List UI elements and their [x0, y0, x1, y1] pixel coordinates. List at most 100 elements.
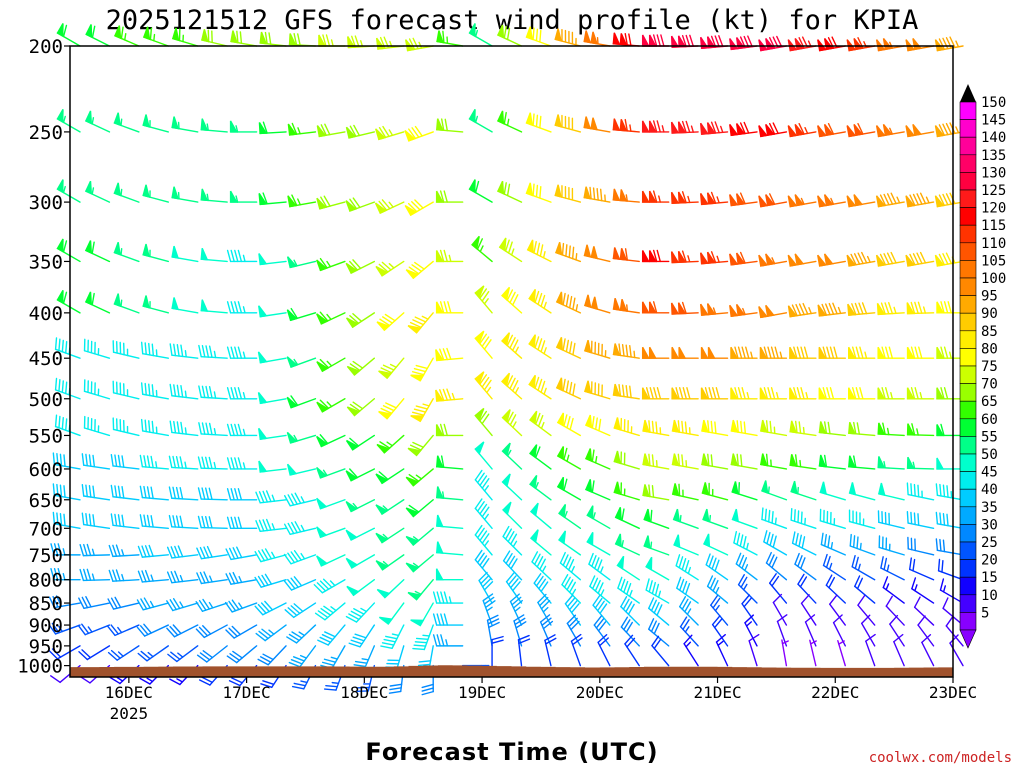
wind-barb	[84, 110, 111, 133]
barb-full-feather	[421, 683, 434, 689]
colorbar-label: 130	[981, 165, 1006, 181]
wind-barb	[107, 596, 140, 610]
barb-pennant	[789, 420, 798, 434]
barb-full-feather	[791, 531, 796, 544]
barb-full-feather	[254, 605, 264, 616]
barb-half-feather	[445, 639, 449, 647]
barb-full-feather	[58, 415, 61, 429]
barb-pennant	[612, 297, 621, 311]
wind-barb	[405, 499, 434, 518]
barb-full-feather	[81, 649, 92, 659]
barb-full-feather	[408, 473, 420, 482]
barb-pennant	[558, 503, 567, 519]
barb-pennant	[142, 114, 150, 128]
barb-full-feather	[407, 202, 418, 213]
wind-barb	[316, 398, 346, 413]
barb-full-feather	[599, 603, 608, 615]
barb-full-feather	[793, 387, 798, 400]
barb-full-feather	[949, 634, 959, 644]
barb-full-feather	[199, 546, 206, 559]
barb-pennant	[906, 387, 915, 400]
barb-pennant	[823, 123, 834, 137]
barb-staff	[53, 494, 81, 501]
barb-full-feather	[228, 572, 236, 585]
barb-full-feather	[624, 118, 628, 132]
barb-full-feather	[180, 421, 184, 435]
colorbar-label: 145	[981, 113, 1006, 129]
barb-full-feather	[382, 125, 390, 138]
colorbar-label: 80	[981, 341, 998, 357]
wind-barb	[405, 554, 434, 573]
wind-barb	[284, 521, 317, 535]
barb-staff	[200, 396, 228, 400]
barb-full-feather	[324, 123, 331, 136]
barb-full-feather	[739, 192, 746, 205]
barb-full-feather	[166, 600, 174, 612]
wind-barb	[225, 624, 258, 639]
wind-barb	[139, 514, 170, 530]
barb-pennant	[758, 195, 768, 208]
barb-pennant	[590, 31, 599, 45]
barb-full-feather	[679, 596, 687, 608]
barb-full-feather	[57, 568, 62, 581]
barb-full-feather	[230, 346, 235, 359]
barb-full-feather	[707, 420, 710, 433]
barb-full-feather	[146, 486, 151, 499]
wind-barb	[907, 536, 935, 556]
barb-full-feather	[859, 346, 864, 359]
barb-full-feather	[479, 333, 488, 345]
barb-full-feather	[885, 346, 890, 359]
wind-barb	[570, 633, 583, 667]
wind-barb	[48, 622, 81, 635]
barb-half-feather	[566, 454, 570, 462]
barb-full-feather	[91, 25, 96, 39]
barb-full-feather	[885, 595, 893, 607]
barb-pennant	[259, 31, 268, 45]
barb-full-feather	[857, 595, 866, 606]
barb-full-feather	[78, 597, 85, 610]
barb-full-feather	[853, 253, 861, 265]
barb-pennant	[735, 193, 746, 206]
barb-staff	[260, 554, 287, 563]
barb-staff	[936, 549, 964, 556]
barb-pennant	[730, 453, 739, 467]
barb-full-feather	[566, 597, 576, 608]
barb-pennant	[765, 253, 775, 266]
wind-barb	[166, 598, 199, 612]
barb-staff	[790, 519, 817, 530]
colorbar-label: 25	[981, 535, 998, 551]
barb-full-feather	[854, 556, 859, 570]
barb-pennant	[648, 301, 657, 314]
wind-barb	[885, 595, 905, 626]
barb-full-feather	[169, 625, 179, 636]
barb-pennant	[906, 423, 915, 436]
barb-pennant	[316, 197, 327, 210]
barb-full-feather	[198, 599, 207, 611]
wind-barb	[671, 453, 699, 470]
colorbar-swatch	[959, 506, 977, 525]
barb-full-feather	[413, 408, 427, 413]
barb-full-feather	[562, 554, 569, 567]
barb-full-feather	[148, 383, 151, 397]
y-tick-label: 200	[29, 36, 63, 58]
speed-colorbar: 1501451401351301251201151101051009590858…	[959, 84, 1006, 649]
barb-full-feather	[65, 418, 68, 431]
barb-full-feather	[234, 387, 239, 400]
barb-full-feather	[481, 533, 490, 544]
wind-barb	[169, 420, 199, 437]
barb-full-feather	[484, 600, 496, 609]
wind-barb	[468, 23, 493, 47]
barb-pennant	[882, 123, 893, 137]
barb-staff	[763, 541, 788, 556]
barb-full-feather	[195, 601, 204, 612]
barb-full-feather	[935, 483, 939, 496]
barb-full-feather	[323, 195, 331, 207]
wind-barb	[848, 421, 876, 437]
barb-pennant	[877, 482, 886, 497]
barb-pennant	[345, 126, 357, 139]
barb-staff	[949, 642, 964, 667]
colorbar-swatch	[959, 418, 977, 437]
barb-half-feather	[543, 301, 547, 310]
barb-full-feather	[741, 594, 751, 605]
barb-full-feather	[411, 371, 425, 376]
